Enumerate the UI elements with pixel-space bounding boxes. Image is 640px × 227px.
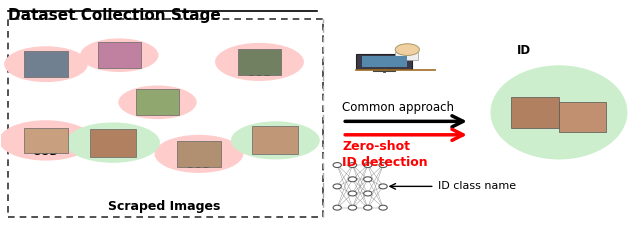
Ellipse shape — [490, 65, 627, 159]
Ellipse shape — [0, 120, 93, 160]
Text: Zero-shot
ID detection: Zero-shot ID detection — [342, 141, 428, 170]
Ellipse shape — [333, 163, 341, 168]
Text: OOD: OOD — [186, 160, 212, 170]
Text: Common approach: Common approach — [342, 101, 454, 114]
Ellipse shape — [364, 205, 372, 210]
FancyBboxPatch shape — [8, 19, 323, 217]
Text: OOD: OOD — [33, 147, 59, 157]
Ellipse shape — [364, 191, 372, 196]
FancyBboxPatch shape — [24, 51, 68, 77]
FancyBboxPatch shape — [90, 129, 136, 157]
Ellipse shape — [333, 184, 341, 189]
FancyBboxPatch shape — [136, 89, 179, 115]
Ellipse shape — [395, 44, 419, 55]
Text: OOD: OOD — [106, 59, 132, 69]
FancyBboxPatch shape — [98, 42, 141, 68]
Ellipse shape — [348, 163, 356, 168]
Ellipse shape — [231, 121, 320, 159]
Ellipse shape — [66, 123, 160, 163]
FancyBboxPatch shape — [356, 54, 412, 69]
Ellipse shape — [348, 205, 356, 210]
FancyBboxPatch shape — [362, 56, 406, 67]
Ellipse shape — [118, 86, 196, 119]
Text: ID class name: ID class name — [438, 181, 516, 191]
Text: Dataset Collection Stage: Dataset Collection Stage — [8, 8, 221, 23]
FancyBboxPatch shape — [559, 102, 607, 132]
Ellipse shape — [348, 177, 356, 182]
Text: ID: ID — [269, 146, 282, 156]
FancyBboxPatch shape — [24, 128, 68, 153]
Text: OOD: OOD — [145, 106, 171, 116]
Ellipse shape — [364, 177, 372, 182]
Text: OOD: OOD — [246, 68, 273, 78]
Ellipse shape — [379, 163, 387, 168]
FancyBboxPatch shape — [355, 69, 435, 70]
Text: ID: ID — [107, 149, 119, 159]
Ellipse shape — [80, 38, 159, 72]
Ellipse shape — [379, 184, 387, 189]
Ellipse shape — [4, 46, 88, 82]
FancyBboxPatch shape — [177, 141, 221, 167]
Ellipse shape — [215, 43, 304, 81]
FancyBboxPatch shape — [511, 97, 559, 128]
Text: Scraped Images: Scraped Images — [108, 200, 220, 213]
Ellipse shape — [154, 135, 243, 173]
FancyBboxPatch shape — [395, 52, 418, 60]
Ellipse shape — [348, 191, 356, 196]
Ellipse shape — [333, 205, 341, 210]
FancyBboxPatch shape — [238, 49, 281, 75]
FancyBboxPatch shape — [252, 126, 298, 154]
Ellipse shape — [379, 205, 387, 210]
Text: OOD: OOD — [33, 69, 59, 79]
Text: ID: ID — [517, 44, 531, 57]
Ellipse shape — [364, 163, 372, 168]
